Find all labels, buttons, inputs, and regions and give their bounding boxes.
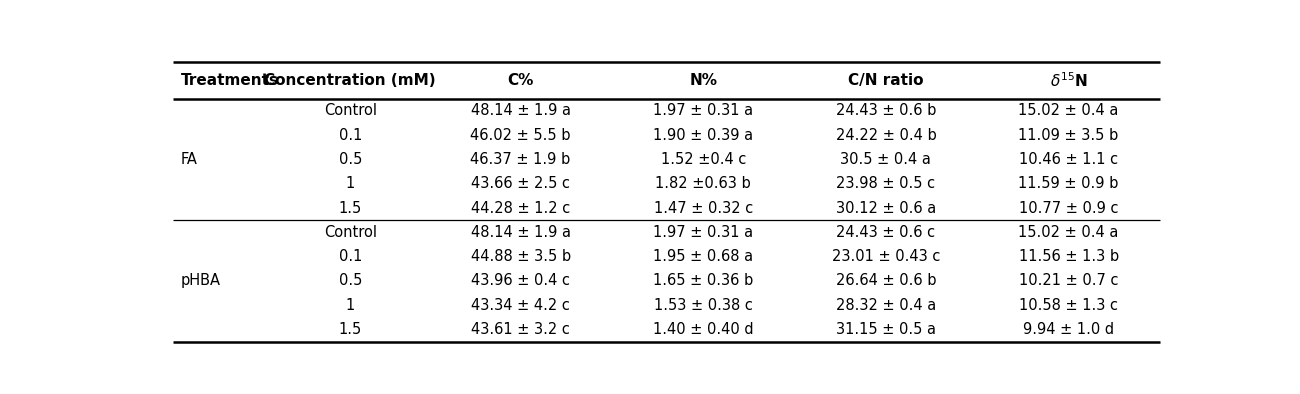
Text: 1.95 ± 0.68 a: 1.95 ± 0.68 a: [653, 249, 753, 264]
Text: 1.97 ± 0.31 a: 1.97 ± 0.31 a: [653, 103, 753, 118]
Text: 24.22 ± 0.4 b: 24.22 ± 0.4 b: [836, 128, 936, 143]
Text: 30.5 ± 0.4 a: 30.5 ± 0.4 a: [841, 152, 931, 167]
Text: 15.02 ± 0.4 a: 15.02 ± 0.4 a: [1018, 225, 1119, 240]
Text: 15.02 ± 0.4 a: 15.02 ± 0.4 a: [1018, 103, 1119, 118]
Text: 44.28 ± 1.2 c: 44.28 ± 1.2 c: [471, 201, 571, 216]
Text: 23.01 ± 0.43 c: 23.01 ± 0.43 c: [832, 249, 940, 264]
Text: 24.43 ± 0.6 b: 24.43 ± 0.6 b: [836, 103, 936, 118]
Text: 0.1: 0.1: [338, 249, 361, 264]
Text: 30.12 ± 0.6 a: 30.12 ± 0.6 a: [836, 201, 936, 216]
Text: 11.09 ± 3.5 b: 11.09 ± 3.5 b: [1018, 128, 1119, 143]
Text: 1.82 ±0.63 b: 1.82 ±0.63 b: [655, 176, 751, 191]
Text: 28.32 ± 0.4 a: 28.32 ± 0.4 a: [836, 297, 936, 312]
Text: 44.88 ± 3.5 b: 44.88 ± 3.5 b: [471, 249, 571, 264]
Text: 0.5: 0.5: [338, 152, 361, 167]
Text: C%: C%: [507, 73, 534, 88]
Text: 48.14 ± 1.9 a: 48.14 ± 1.9 a: [471, 225, 571, 240]
Text: 1.5: 1.5: [339, 322, 361, 337]
Text: FA: FA: [181, 152, 198, 167]
Text: 11.59 ± 0.9 b: 11.59 ± 0.9 b: [1018, 176, 1119, 191]
Text: 46.02 ± 5.5 b: 46.02 ± 5.5 b: [471, 128, 571, 143]
Text: $\delta^{15}$N: $\delta^{15}$N: [1049, 71, 1088, 90]
Text: 1.5: 1.5: [339, 201, 361, 216]
Text: 10.58 ± 1.3 c: 10.58 ± 1.3 c: [1019, 297, 1118, 312]
Text: 23.98 ± 0.5 c: 23.98 ± 0.5 c: [836, 176, 936, 191]
Text: 1.40 ± 0.40 d: 1.40 ± 0.40 d: [653, 322, 754, 337]
Text: Control: Control: [324, 225, 377, 240]
Text: N%: N%: [689, 73, 718, 88]
Text: 1.90 ± 0.39 a: 1.90 ± 0.39 a: [653, 128, 753, 143]
Text: 1.53 ± 0.38 c: 1.53 ± 0.38 c: [654, 297, 753, 312]
Text: 9.94 ± 1.0 d: 9.94 ± 1.0 d: [1023, 322, 1114, 337]
Text: 1: 1: [346, 176, 355, 191]
Text: 0.5: 0.5: [338, 273, 361, 288]
Text: 1.47 ± 0.32 c: 1.47 ± 0.32 c: [654, 201, 753, 216]
Text: 0.1: 0.1: [338, 128, 361, 143]
Text: Concentration (mM): Concentration (mM): [264, 73, 436, 88]
Text: 43.96 ± 0.4 c: 43.96 ± 0.4 c: [471, 273, 571, 288]
Text: 31.15 ± 0.5 a: 31.15 ± 0.5 a: [836, 322, 936, 337]
Text: C/N ratio: C/N ratio: [848, 73, 924, 88]
Text: 48.14 ± 1.9 a: 48.14 ± 1.9 a: [471, 103, 571, 118]
Text: 26.64 ± 0.6 b: 26.64 ± 0.6 b: [836, 273, 936, 288]
Text: Treatments: Treatments: [181, 73, 278, 88]
Text: 24.43 ± 0.6 c: 24.43 ± 0.6 c: [836, 225, 936, 240]
Text: 11.56 ± 1.3 b: 11.56 ± 1.3 b: [1018, 249, 1119, 264]
Text: Control: Control: [324, 103, 377, 118]
Text: 10.21 ± 0.7 c: 10.21 ± 0.7 c: [1019, 273, 1118, 288]
Text: 10.46 ± 1.1 c: 10.46 ± 1.1 c: [1019, 152, 1118, 167]
Text: 1: 1: [346, 297, 355, 312]
Text: 43.34 ± 4.2 c: 43.34 ± 4.2 c: [471, 297, 571, 312]
Text: 1.65 ± 0.36 b: 1.65 ± 0.36 b: [653, 273, 754, 288]
Text: 10.77 ± 0.9 c: 10.77 ± 0.9 c: [1019, 201, 1118, 216]
Text: 43.61 ± 3.2 c: 43.61 ± 3.2 c: [471, 322, 571, 337]
Text: 46.37 ± 1.9 b: 46.37 ± 1.9 b: [471, 152, 571, 167]
Text: 43.66 ± 2.5 c: 43.66 ± 2.5 c: [471, 176, 571, 191]
Text: 1.97 ± 0.31 a: 1.97 ± 0.31 a: [653, 225, 753, 240]
Text: 1.52 ±0.4 c: 1.52 ±0.4 c: [660, 152, 746, 167]
Text: pHBA: pHBA: [181, 273, 221, 288]
